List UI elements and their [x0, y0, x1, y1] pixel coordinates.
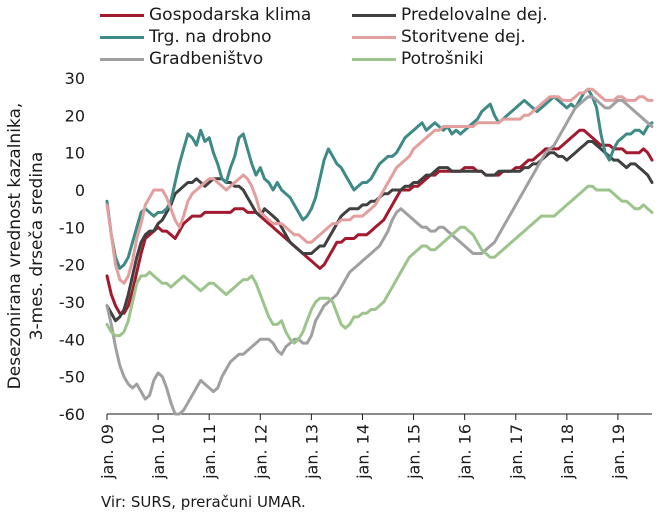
series-line-gospodarska-klima — [105, 128, 654, 315]
x-tick-label: jan. 15 — [405, 424, 424, 480]
legend-item-potrosniki: Potrošniki — [352, 48, 484, 70]
series-line-gradbenistvo — [105, 95, 654, 416]
legend-swatch-gradbenistvo — [100, 57, 144, 61]
x-tick-label: jan. 11 — [200, 424, 219, 480]
x-tick-label: jan. 09 — [98, 424, 117, 480]
source-note: Vir: SURS, preračuni UMAR. — [101, 493, 306, 511]
legend-swatch-storitvene — [352, 35, 396, 39]
legend-swatch-gospodarska-klima — [100, 13, 144, 17]
x-tick-label: jan. 13 — [302, 424, 321, 480]
x-tick-label: jan. 14 — [353, 424, 372, 480]
y-tick-label: -30 — [59, 293, 85, 312]
y-tick-label: -60 — [59, 405, 85, 424]
y-tick-label: 0 — [75, 181, 85, 200]
x-tick-label: jan. 16 — [456, 424, 475, 480]
y-tick-label: 20 — [65, 106, 85, 125]
x-tick-label: jan. 17 — [507, 424, 526, 480]
series-line-predelovalne-dej — [105, 140, 654, 323]
x-axis: jan. 09 jan. 10 jan. 11 jan. 12 jan. 13 jan. … — [98, 413, 652, 480]
x-tick-label: jan. 18 — [558, 424, 577, 480]
series-line-trg-na-drobno — [105, 87, 654, 270]
legend-label-potrosniki: Potrošniki — [401, 49, 484, 69]
y-tick-label: 10 — [65, 144, 85, 163]
legend-item-predelovalne: Predelovalne dej. — [352, 4, 548, 26]
legend-item-trg-na-drobno: Trg. na drobno — [100, 26, 272, 48]
y-tick-label: -50 — [59, 368, 85, 387]
y-axis: 30 20 10 0 -10 -20 -30 -40 -50 -60 — [59, 69, 85, 424]
legend-item-gradbenistvo: Gradbeništvo — [100, 48, 263, 70]
legend-label-trg-na-drobno: Trg. na drobno — [149, 27, 272, 47]
series-lines — [105, 87, 654, 416]
series-line-potrosniki — [105, 184, 654, 345]
y-tick-label: -20 — [59, 256, 85, 275]
x-tick-label: jan. 10 — [149, 424, 168, 480]
x-tick-label: jan. 12 — [251, 424, 270, 480]
x-tick-label: jan. 19 — [609, 424, 628, 480]
y-tick-label: -10 — [59, 218, 85, 237]
legend-swatch-potrosniki — [352, 57, 396, 61]
y-tick-label: 30 — [65, 69, 85, 88]
legend-label-gospodarska-klima: Gospodarska klima — [149, 5, 312, 25]
legend: Gospodarska klima Predelovalne dej. Trg.… — [100, 4, 660, 70]
legend-swatch-trg-na-drobno — [100, 35, 144, 39]
series-line-storitvene-dej — [105, 87, 654, 285]
legend-item-gospodarska-klima: Gospodarska klima — [100, 4, 311, 26]
legend-label-storitvene: Storitvene dej. — [401, 27, 526, 47]
y-tick-label: -40 — [59, 330, 85, 349]
legend-item-storitvene: Storitvene dej. — [352, 26, 526, 48]
legend-swatch-predelovalne — [352, 13, 396, 17]
legend-label-predelovalne: Predelovalne dej. — [401, 5, 548, 25]
legend-label-gradbenistvo: Gradbeništvo — [149, 49, 264, 69]
